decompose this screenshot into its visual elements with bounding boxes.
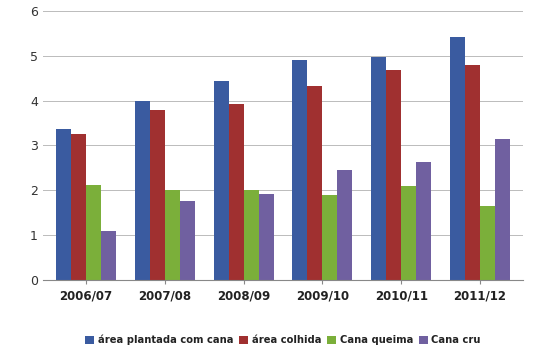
Bar	[323, 195, 337, 280]
Bar	[450, 37, 465, 280]
Bar	[293, 60, 308, 280]
Bar	[244, 190, 258, 280]
Bar	[416, 162, 431, 280]
Bar	[465, 65, 480, 280]
Bar	[495, 139, 510, 280]
Bar	[371, 57, 386, 280]
Bar	[401, 186, 416, 280]
Bar	[135, 102, 150, 280]
Bar	[71, 134, 86, 280]
Bar	[337, 170, 352, 280]
Bar	[150, 110, 165, 280]
Bar	[386, 70, 401, 280]
Bar	[214, 81, 229, 280]
Bar	[308, 86, 323, 280]
Bar	[480, 205, 495, 280]
Legend: área plantada com cana, área colhida, Cana queima, Cana cru: área plantada com cana, área colhida, Ca…	[84, 334, 482, 346]
Bar	[86, 185, 101, 280]
Bar	[56, 129, 71, 280]
Bar	[180, 201, 195, 280]
Bar	[165, 190, 180, 280]
Bar	[258, 194, 273, 280]
Bar	[229, 104, 244, 280]
Bar	[101, 231, 116, 280]
